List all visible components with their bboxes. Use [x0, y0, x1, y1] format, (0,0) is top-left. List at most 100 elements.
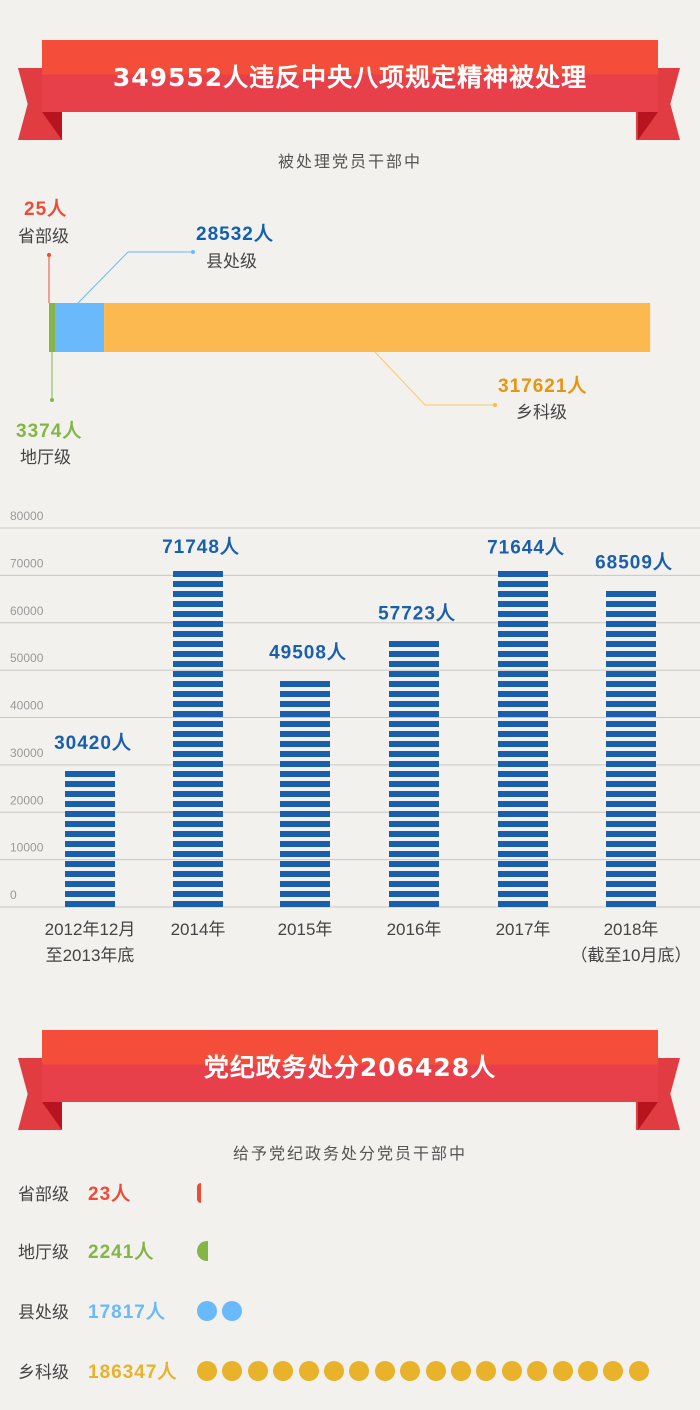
bar-stripe: [389, 831, 439, 837]
banner-title: 党纪政务处分206428人: [203, 1053, 497, 1082]
dot-row: 地厅级 2241人: [18, 1238, 698, 1264]
bar-stripe: [173, 681, 223, 687]
label-county: 县处级: [206, 252, 257, 272]
bar-stripe: [606, 831, 656, 837]
bar-stripe: [280, 721, 330, 727]
bar-stripe: [65, 781, 115, 787]
dot: [222, 1361, 243, 1381]
bar-stripe: [65, 771, 115, 777]
data-label: 71748人: [162, 536, 240, 558]
label-provincial: 省部级: [18, 227, 69, 247]
y-tick-label: 0: [10, 888, 17, 902]
y-tick-label: 50000: [10, 651, 44, 665]
bar-stripe: [498, 771, 548, 777]
bar-stripe: [389, 641, 439, 647]
dot: [400, 1361, 421, 1381]
bar-stripe: [498, 841, 548, 847]
bar-stripe: [389, 681, 439, 687]
dot: [298, 1361, 319, 1381]
bar-stripe: [173, 781, 223, 787]
bar-stripe: [606, 771, 656, 777]
bar-stripe: [389, 851, 439, 857]
row-level: 乡科级: [18, 1363, 69, 1383]
bar-stripe: [280, 781, 330, 787]
bar-stripe: [606, 651, 656, 657]
bar-stripe: [173, 901, 223, 907]
dot-row: 乡科级 186347人: [18, 1358, 698, 1384]
bar-stripe: [280, 801, 330, 807]
bar-stripe: [280, 711, 330, 717]
bar-segment: [55, 303, 105, 352]
bar-stripe: [498, 691, 548, 697]
bar-stripe: [389, 721, 439, 727]
bar-stripe: [280, 881, 330, 887]
bar-stripe: [498, 871, 548, 877]
bar-stripe: [606, 741, 656, 747]
bar-stripe: [173, 671, 223, 677]
leader-dot: [47, 253, 51, 257]
label-prefecture: 地厅级: [20, 448, 71, 468]
bar-stripe: [606, 691, 656, 697]
bar-stripe: [498, 621, 548, 627]
bar-stripe: [389, 871, 439, 877]
bar-stripe: [280, 901, 330, 907]
bar-stripe: [280, 821, 330, 827]
bar-stripe: [173, 731, 223, 737]
dot: [222, 1301, 243, 1321]
bar-stripe: [606, 781, 656, 787]
bar-stripe: [173, 631, 223, 637]
x-tick-label: 至2013年底: [46, 946, 135, 965]
y-tick-label: 10000: [10, 841, 44, 855]
value-county: 28532人: [196, 224, 274, 245]
bar-stripe: [173, 571, 223, 577]
bar-stripe: [65, 821, 115, 827]
bar-stripe: [280, 771, 330, 777]
bar-stripe: [65, 861, 115, 867]
bar: [606, 591, 656, 907]
bar-stripe: [173, 861, 223, 867]
value-township: 317621人: [498, 376, 588, 397]
bar-stripe: [280, 761, 330, 767]
bar-stripe: [280, 851, 330, 857]
bar-stripe: [173, 691, 223, 697]
bar-stripe: [498, 591, 548, 597]
bar-stripe: [606, 751, 656, 757]
bar-stripe: [606, 901, 656, 907]
row-value: 186347人: [88, 1362, 178, 1383]
dot: [476, 1361, 497, 1381]
bar-stripe: [606, 731, 656, 737]
bar-stripe: [498, 741, 548, 747]
bar-stripe: [173, 801, 223, 807]
bar-stripe: [606, 611, 656, 617]
leader-dot: [191, 250, 195, 254]
bar-stripe: [65, 871, 115, 877]
x-tick-label: 2017年: [496, 920, 551, 939]
leader-dot: [50, 398, 54, 402]
bar-stripe: [606, 671, 656, 677]
bar-stripe: [389, 781, 439, 787]
bar-stripe: [498, 811, 548, 817]
bar-stripe: [389, 671, 439, 677]
bar-stripe: [606, 791, 656, 797]
bar-stripe: [606, 891, 656, 897]
stacked-bar: [47, 250, 651, 407]
bar-stripe: [173, 651, 223, 657]
bar-segment: [104, 303, 651, 352]
x-tick-label: （截至10月底）: [571, 946, 692, 965]
bar-stripe: [498, 721, 548, 727]
leader-dot: [493, 403, 497, 407]
bar-stripe: [173, 871, 223, 877]
x-tick-label: 2014年: [171, 920, 226, 939]
dot: [552, 1361, 573, 1381]
x-tick-label: 2018年: [604, 920, 659, 939]
bar-stripe: [498, 671, 548, 677]
bar-stripe: [498, 701, 548, 707]
bar-stripe: [389, 701, 439, 707]
bar-stripe: [606, 801, 656, 807]
bar-stripe: [280, 741, 330, 747]
data-label: 30420人: [54, 732, 132, 754]
bar-stripe: [389, 711, 439, 717]
bar-stripe: [498, 651, 548, 657]
bar-stripe: [280, 701, 330, 707]
bar-stripe: [498, 831, 548, 837]
